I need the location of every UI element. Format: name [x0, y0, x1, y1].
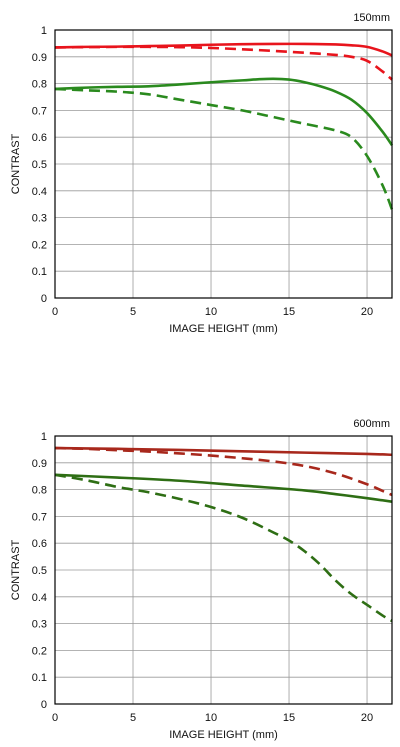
y-axis-label: CONTRAST [10, 133, 22, 194]
chart-title: 150mm [353, 12, 390, 24]
series-line-1 [54, 42, 393, 57]
y-tick-label: 0.5 [32, 565, 47, 577]
series-line-3 [54, 77, 394, 146]
x-tick-label: 20 [361, 306, 373, 318]
y-tick-label: 0 [41, 293, 47, 305]
x-tick-label: 20 [361, 712, 373, 724]
y-tick-label: 0.6 [32, 538, 47, 550]
x-tick-label: 15 [283, 712, 295, 724]
y-tick-label: 0.2 [32, 239, 47, 251]
x-tick-label: 10 [205, 712, 217, 724]
y-tick-label: 0.9 [32, 458, 47, 470]
y-tick-label: 0.7 [32, 511, 47, 523]
x-tick-label: 0 [52, 712, 58, 724]
y-tick-label: 0.8 [32, 79, 47, 91]
y-tick-label: 0.1 [32, 266, 47, 278]
plot-frame [54, 435, 393, 705]
y-tick-label: 0.6 [32, 132, 47, 144]
series-line-2 [54, 45, 393, 81]
y-tick-label: 0.9 [32, 52, 47, 64]
plot-frame [54, 29, 393, 299]
y-axis-label: CONTRAST [10, 539, 22, 600]
mtf-chart-600mm: 00.10.20.30.40.50.60.70.80.910 5 10 15 20 60… [10, 418, 393, 741]
x-axis-label: IMAGE HEIGHT (mm) [169, 323, 278, 335]
x-tick-label: 5 [130, 712, 136, 724]
series-line-3 [54, 473, 393, 503]
y-tick-label: 0.4 [32, 592, 47, 604]
y-tick-label: 1 [41, 25, 47, 37]
y-tick-label: 0.4 [32, 186, 47, 198]
y-tick-label: 1 [41, 431, 47, 443]
series-line-4 [54, 87, 394, 211]
x-tick-label: 0 [52, 306, 58, 318]
y-tick-label: 0.3 [32, 213, 47, 225]
x-tick-label: 5 [130, 306, 136, 318]
y-tick-label: 0.3 [32, 619, 47, 631]
y-tick-label: 0.7 [32, 105, 47, 117]
series-line-1 [54, 446, 393, 457]
x-tick-label: 15 [283, 306, 295, 318]
mtf-chart-150mm: 00.10.20.30.40.50.60.70.80.910 5 10 15 20 15… [10, 12, 394, 335]
y-tick-label: 0.8 [32, 485, 47, 497]
y-tick-label: 0.1 [32, 672, 47, 684]
x-axis-label: IMAGE HEIGHT (mm) [169, 729, 278, 741]
y-tick-label: 0.2 [32, 645, 47, 657]
series-line-2 [54, 446, 393, 497]
y-tick-label: 0.5 [32, 159, 47, 171]
chart-title: 600mm [353, 418, 390, 430]
x-tick-label: 10 [205, 306, 217, 318]
y-tick-label: 0 [41, 699, 47, 711]
